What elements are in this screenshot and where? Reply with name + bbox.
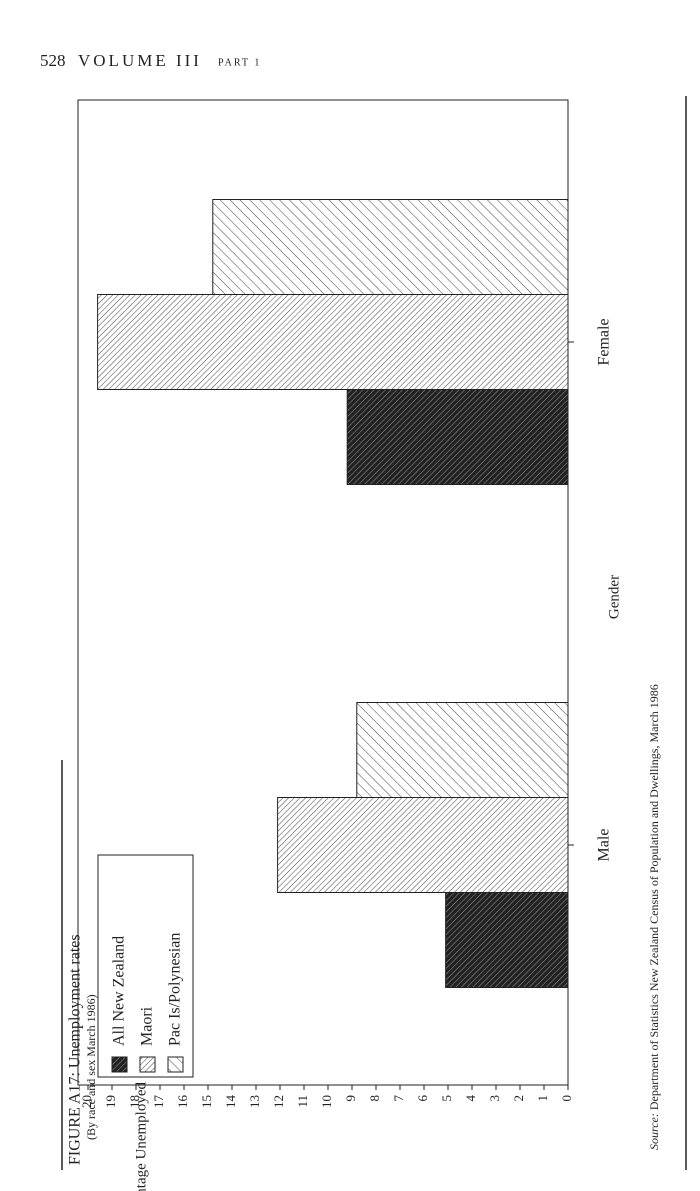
legend-swatch bbox=[139, 1056, 156, 1073]
bar bbox=[445, 892, 569, 988]
chart-title: FIGURE A17: Unemployment rates bbox=[67, 934, 84, 1165]
bar bbox=[277, 797, 569, 893]
y-tick-label: 18 bbox=[127, 1095, 142, 1108]
source-label: Source: bbox=[647, 1113, 661, 1150]
y-tick-label: 5 bbox=[439, 1095, 454, 1102]
y-tick-label: 11 bbox=[295, 1095, 310, 1108]
x-axis-label: Gender bbox=[606, 575, 622, 619]
plot-frame bbox=[77, 99, 569, 1086]
legend-swatch bbox=[167, 1056, 184, 1073]
y-tick-label: 0 bbox=[559, 1095, 574, 1102]
y-tick-label: 19 bbox=[103, 1095, 118, 1108]
y-tick-label: 2 bbox=[511, 1095, 526, 1102]
y-tick-label: 14 bbox=[223, 1095, 238, 1109]
x-tick-label: Male bbox=[596, 829, 613, 862]
y-tick-label: 6 bbox=[415, 1095, 430, 1102]
legend-label: Maori bbox=[139, 1006, 156, 1046]
y-tick-label: 13 bbox=[247, 1095, 262, 1108]
legend-label: All New Zealand bbox=[111, 936, 128, 1046]
page-number: 528 bbox=[40, 51, 66, 70]
y-tick-label: 17 bbox=[151, 1095, 166, 1109]
bar bbox=[346, 389, 569, 485]
y-tick-label: 7 bbox=[391, 1095, 406, 1102]
y-tick-label: 4 bbox=[463, 1095, 478, 1102]
bar bbox=[356, 702, 569, 798]
y-tick-label: 15 bbox=[199, 1095, 214, 1108]
chart-subtitle: (By race and sex March 1986) bbox=[84, 994, 98, 1140]
bar bbox=[97, 294, 569, 390]
volume: VOLUME III bbox=[78, 51, 202, 70]
legend-box bbox=[97, 854, 194, 1078]
y-tick-label: 16 bbox=[175, 1095, 190, 1109]
y-tick-label: 9 bbox=[343, 1095, 358, 1102]
y-tick-label: 12 bbox=[271, 1095, 286, 1108]
y-tick-label: 1 bbox=[535, 1095, 550, 1102]
y-tick-label: 3 bbox=[487, 1095, 502, 1102]
part: PART 1 bbox=[218, 57, 261, 68]
y-tick-label: 10 bbox=[319, 1095, 334, 1108]
x-tick-label: Female bbox=[596, 318, 613, 365]
legend-swatch bbox=[111, 1056, 128, 1073]
source-text: Department of Statistics New Zealand Cen… bbox=[647, 684, 661, 1110]
y-tick-label: 20 bbox=[79, 1095, 94, 1108]
legend-label: Pac Is/Polynesian bbox=[167, 933, 184, 1046]
bar bbox=[212, 199, 569, 295]
source: Source: Department of Statistics New Zea… bbox=[647, 684, 661, 1150]
y-axis-label: Percentage Unemployed bbox=[133, 1082, 149, 1191]
y-tick-label: 8 bbox=[367, 1095, 382, 1102]
